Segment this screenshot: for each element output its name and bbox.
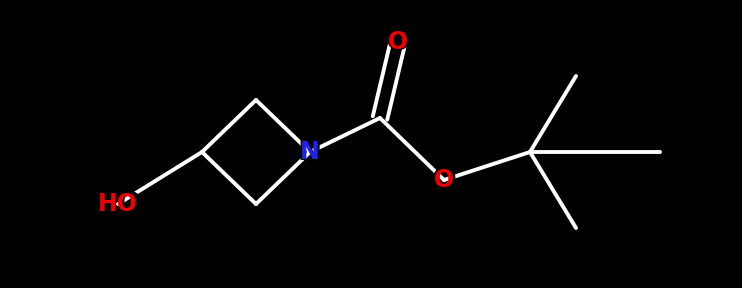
Text: O: O [432, 166, 456, 194]
Text: HO: HO [93, 190, 142, 218]
Text: N: N [300, 140, 320, 164]
Text: HO: HO [98, 192, 138, 216]
Text: O: O [388, 30, 408, 54]
Text: O: O [434, 168, 454, 192]
Text: O: O [386, 28, 410, 56]
Text: N: N [298, 138, 322, 166]
